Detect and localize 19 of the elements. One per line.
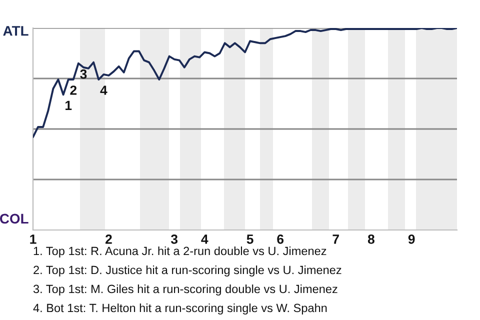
annotation: 3 <box>80 69 87 79</box>
annotation: 4 <box>100 86 108 95</box>
text: 4. Bot 1st: T. Helton hit a run-scoring single vs W. Spahn <box>33 303 327 314</box>
x-tick-label: 1 <box>30 234 36 244</box>
text: ATL <box>3 26 28 36</box>
x-tick-label: 4 <box>201 234 208 244</box>
text: COL <box>0 214 28 224</box>
x-tick-label: 3 <box>170 234 178 244</box>
text: 3. Top 1st: M. Giles hit a run-scoring double vs U. Jimenez <box>33 284 338 296</box>
x-tick-label: 6 <box>277 234 284 244</box>
text: 1. Top 1st: R. Acuna Jr. hit a 2-run double vs U. Jimenez <box>34 246 326 258</box>
x-tick-label: 5 <box>246 234 254 244</box>
annotation: 2 <box>70 86 77 95</box>
text: 2. Top 1st: D. Justice hit a run-scoring single vs U. Jimenez <box>34 265 342 277</box>
x-tick-label: 2 <box>106 234 112 244</box>
x-tick-label: 7 <box>332 234 339 244</box>
x-tick-label: 9 <box>408 234 415 244</box>
x-tick-label: 8 <box>368 234 374 244</box>
annotation: 1 <box>66 100 72 110</box>
